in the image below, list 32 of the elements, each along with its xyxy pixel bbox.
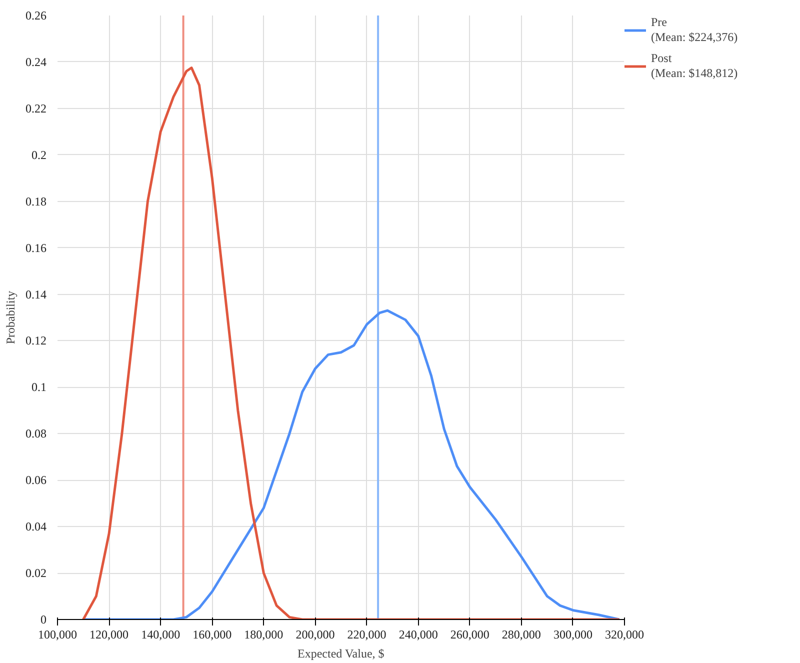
y-tick-label: 0.04	[26, 520, 46, 534]
x-tick-label: 280,000	[502, 628, 541, 642]
x-tick-label: 140,000	[141, 628, 180, 642]
y-tick-label: 0.06	[26, 473, 46, 488]
y-tick-label: 0.1	[32, 380, 46, 394]
y-tick-label: 0.18	[26, 194, 46, 208]
y-tick-label: 0.22	[26, 101, 46, 116]
y-axis-title: Probability	[4, 290, 18, 344]
y-tick-label: 0.16	[26, 240, 46, 255]
y-tick-label: 0.26	[26, 8, 46, 22]
y-tick-label: 0.2	[32, 148, 46, 162]
legend-label: Post (Mean: $148,812)	[651, 51, 738, 81]
x-tick-label: 260,000	[450, 628, 490, 642]
y-tick-label: 0.14	[26, 287, 46, 302]
x-axis-title: Expected Value, $	[298, 646, 384, 660]
x-tick-label: 320,000	[605, 628, 644, 642]
line-series	[82, 309, 621, 620]
x-tick-label: 120,000	[90, 628, 129, 642]
y-tick-label: 0.08	[26, 426, 46, 441]
line-series	[82, 66, 621, 620]
x-tick-label: 240,000	[398, 628, 438, 642]
x-tick-label: 160,000	[192, 628, 232, 642]
x-tick-label: 300,000	[553, 628, 592, 642]
legend-label: Pre (Mean: $224,376)	[651, 15, 738, 45]
x-tick-label: 180,000	[244, 628, 284, 642]
y-tick-label: 0	[40, 612, 46, 626]
x-tick-label: 100,000	[38, 628, 77, 642]
x-tick-label: 200,000	[296, 628, 335, 642]
y-tick-label: 0.02	[26, 566, 46, 580]
x-tick-label: 220,000	[347, 628, 386, 642]
y-tick-label: 0.24	[26, 54, 46, 69]
y-tick-label: 0.12	[26, 334, 46, 348]
